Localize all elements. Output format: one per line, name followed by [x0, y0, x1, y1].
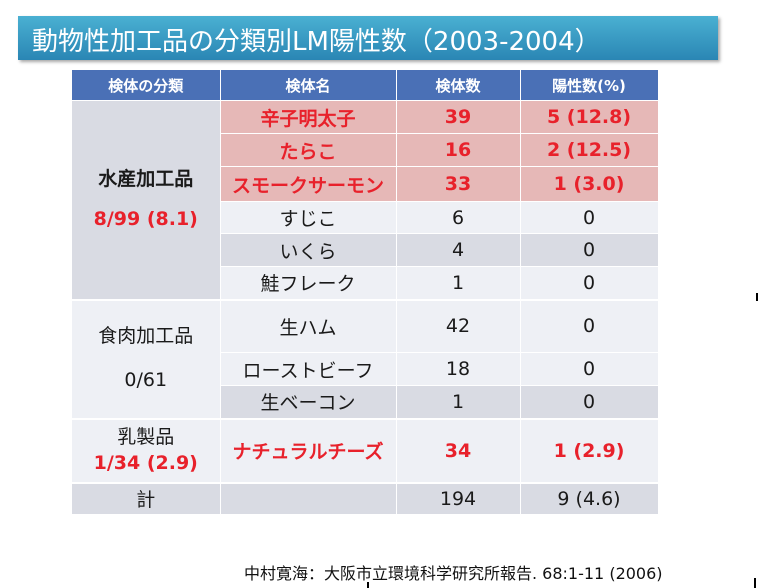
table-header-row: 検体の分類 検体名 検体数 陽性数(%) — [72, 70, 659, 101]
category-name: 乳製品 — [117, 425, 175, 448]
sample-name: たらこ — [220, 133, 397, 167]
sample-count: 39 — [396, 100, 521, 134]
positive-count: 1 (3.0) — [520, 166, 659, 202]
category-cell-meat: 食肉加工品 0/61 — [72, 299, 221, 420]
table-row: ローストビーフ 18 0 — [72, 352, 659, 386]
sample-count: 4 — [396, 233, 521, 267]
sample-count: 34 — [396, 418, 521, 484]
header-sample-name: 検体名 — [220, 70, 397, 101]
positive-count: 0 — [520, 201, 659, 234]
sample-count: 1 — [396, 266, 521, 301]
sample-count: 33 — [396, 166, 521, 202]
positive-count: 0 — [520, 385, 659, 420]
total-row: 計 194 9 (4.6) — [72, 482, 659, 515]
positive-count: 2 (12.5) — [520, 133, 659, 167]
sample-name: 鮭フレーク — [220, 266, 397, 301]
sample-name: すじこ — [220, 201, 397, 234]
header-category: 検体の分類 — [72, 70, 221, 101]
category-rate: 1/34 (2.9) — [93, 451, 198, 474]
sample-name: ローストビーフ — [220, 352, 397, 386]
category-rate: 0/61 — [124, 369, 168, 391]
edge-mark — [756, 293, 758, 301]
sample-name: 辛子明太子 — [220, 100, 397, 134]
positive-count: 0 — [520, 233, 659, 267]
category-cell-dairy: 乳製品 1/34 (2.9) — [72, 418, 221, 484]
total-label: 計 — [72, 482, 221, 515]
sample-count: 18 — [396, 352, 521, 386]
header-positive: 陽性数(%) — [520, 70, 659, 101]
category-name: 水産加工品 — [98, 168, 194, 191]
total-count: 194 — [396, 482, 521, 515]
sample-count: 6 — [396, 201, 521, 234]
positive-count: 5 (12.8) — [520, 100, 659, 134]
sample-name: いくら — [220, 233, 397, 267]
sample-count: 16 — [396, 133, 521, 167]
sample-name: ナチュラルチーズ — [220, 418, 397, 484]
slide-title: 動物性加工品の分類別LM陽性数（2003-2004） — [32, 27, 601, 57]
sample-name: 生ベーコン — [220, 385, 397, 420]
table-row: 乳製品 1/34 (2.9) ナチュラルチーズ 34 1 (2.9) — [72, 418, 659, 484]
citation: 中村寛海：大阪市立環境科学研究所報告. 68:1-11 (2006) — [244, 564, 663, 583]
table-row: 鮭フレーク 1 0 — [72, 266, 659, 301]
title-banner: 動物性加工品の分類別LM陽性数（2003-2004） — [18, 16, 718, 60]
category-cell-seafood: 水産加工品 8/99 (8.1) — [72, 100, 221, 301]
positive-count: 0 — [520, 266, 659, 301]
edge-mark — [754, 578, 756, 588]
sample-count: 1 — [396, 385, 521, 420]
table-row: すじこ 6 0 — [72, 201, 659, 234]
header-sample-count: 検体数 — [396, 70, 521, 101]
edge-mark — [367, 582, 369, 588]
lm-positive-table: 検体の分類 検体名 検体数 陽性数(%) 水産加工品 8/99 (8.1) 辛子… — [72, 70, 659, 515]
positive-count: 0 — [520, 299, 659, 353]
table-row: いくら 4 0 — [72, 233, 659, 267]
table-row: スモークサーモン 33 1 (3.0) — [72, 166, 659, 202]
total-positive: 9 (4.6) — [520, 482, 659, 515]
positive-count: 1 (2.9) — [520, 418, 659, 484]
positive-count: 0 — [520, 352, 659, 386]
table-row: 生ベーコン 1 0 — [72, 385, 659, 420]
sample-count: 42 — [396, 299, 521, 353]
table-row: 食肉加工品 0/61 生ハム 42 0 — [72, 299, 659, 420]
category-rate: 8/99 (8.1) — [93, 207, 198, 230]
category-name: 食肉加工品 — [98, 325, 194, 348]
table-row: たらこ 16 2 (12.5) — [72, 133, 659, 167]
sample-name: 生ハム — [220, 299, 397, 353]
total-name — [220, 482, 397, 515]
table-row: 水産加工品 8/99 (8.1) 辛子明太子 39 5 (12.8) — [72, 100, 659, 301]
sample-name: スモークサーモン — [220, 166, 397, 202]
